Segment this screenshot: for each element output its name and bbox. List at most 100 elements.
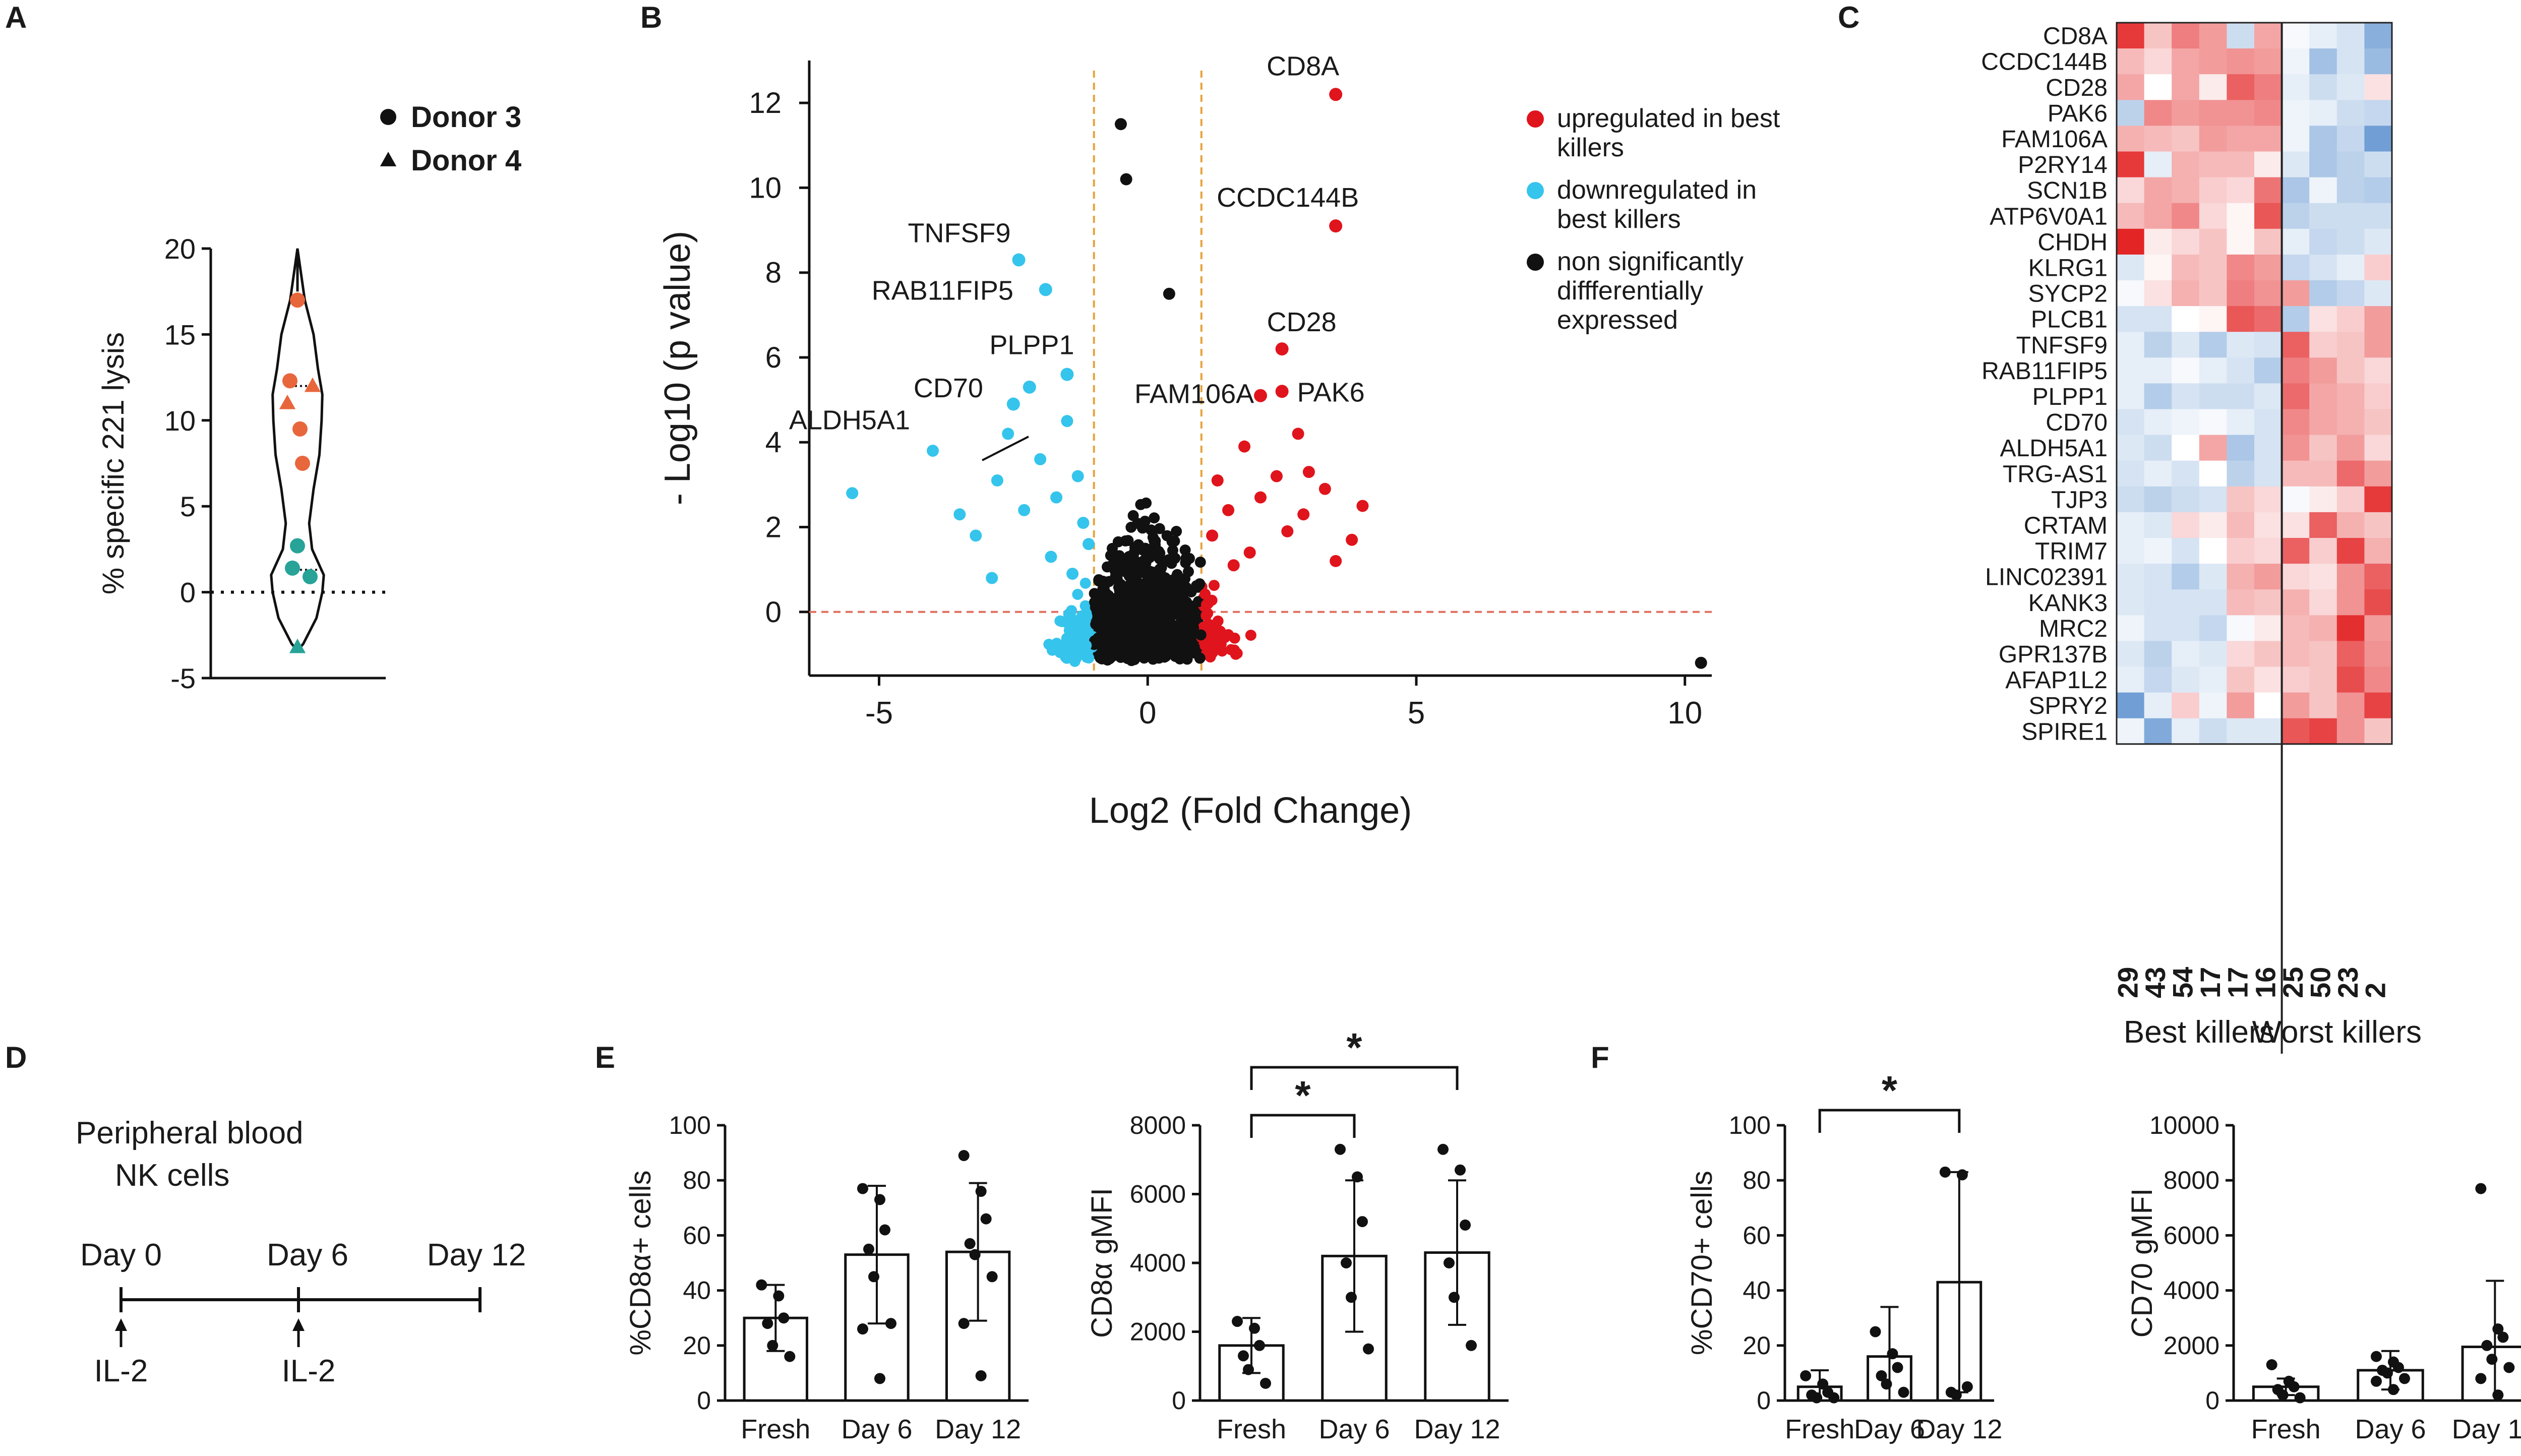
heatmap-cell — [2199, 538, 2227, 564]
heatmap-cell — [2144, 589, 2172, 616]
volcano-point — [1203, 634, 1215, 646]
gene-label: CD28 — [1267, 307, 1337, 337]
heatmap-cell — [2282, 564, 2310, 590]
volcano-point — [1179, 544, 1191, 556]
heatmap-row-label: CD8A — [2043, 23, 2108, 50]
heatmap-cell — [2364, 74, 2392, 100]
heatmap-cell — [2254, 100, 2283, 126]
heatmap-cell — [2144, 564, 2172, 590]
volcano-point — [1243, 547, 1256, 559]
heatmap-row-label: ATP6V0A1 — [1990, 203, 2108, 230]
data-point — [1249, 1322, 1260, 1334]
data-point — [1811, 1392, 1823, 1404]
heatmap-cell — [2172, 435, 2200, 461]
y-tick-label: 100 — [1729, 1111, 1771, 1139]
heatmap-cell — [2172, 280, 2200, 307]
y-tick-label: 20 — [164, 233, 196, 265]
x-tick-label: Fresh — [2251, 1414, 2321, 1444]
heatmap-cell — [2254, 486, 2283, 513]
y-tick-label: 6 — [765, 341, 782, 374]
panel-a-violin-chart: -5 0 5 10 15 20 % specific 221 lysis Donor 3 Don… — [96, 101, 521, 694]
y-tick-label: 2000 — [2164, 1331, 2219, 1360]
heatmap-cell — [2309, 383, 2337, 410]
heatmap-cell — [2117, 641, 2145, 668]
heatmap-cell — [2227, 254, 2255, 281]
data-point — [986, 1271, 998, 1283]
volcano-point — [986, 572, 998, 584]
data-point — [2503, 1362, 2515, 1373]
heatmap-cell — [2282, 357, 2310, 384]
timeline-day-12: Day 12 — [427, 1238, 526, 1272]
heatmap-cell — [2364, 254, 2392, 281]
heatmap-cell — [2254, 48, 2283, 75]
significance-star: * — [1882, 1068, 1898, 1113]
volcano-point — [1202, 608, 1214, 619]
volcano-point — [1128, 581, 1140, 592]
heatmap-cell — [2364, 409, 2392, 436]
gene-label: PLPP1 — [989, 330, 1074, 360]
heatmap-cell — [2199, 74, 2227, 100]
heatmap-cell — [2117, 203, 2145, 229]
timeline-treatment-day0: IL-2 — [94, 1354, 148, 1388]
heatmap-cell — [2117, 666, 2145, 693]
data-point — [1828, 1392, 1840, 1404]
volcano-point — [1105, 550, 1116, 561]
heatmap-cell — [2336, 74, 2365, 100]
heatmap-row-label: P2RY14 — [2018, 152, 2108, 178]
volcano-point — [1245, 629, 1256, 641]
heatmap-cell — [2117, 383, 2145, 410]
x-tick-label: Day 6 — [2355, 1414, 2426, 1444]
data-point — [1260, 1377, 1271, 1389]
volcano-point — [1183, 553, 1195, 564]
heatmap-cell — [2254, 641, 2283, 668]
timeline-treatment-day6: IL-2 — [282, 1354, 336, 1388]
volcano-point — [1095, 603, 1107, 615]
heatmap-cell — [2336, 538, 2365, 564]
heatmap-cell — [2364, 589, 2392, 616]
data-point — [2388, 1384, 2399, 1396]
heatmap-cell — [2309, 409, 2337, 436]
x-tick-label: -5 — [865, 696, 893, 731]
volcano-point — [1103, 576, 1115, 587]
volcano-point — [991, 474, 1003, 487]
panel-e-cd8-percent-chart: 0 20 40 60 80 100 %CD8α+ cells Fresh Day 6 Day 12 — [624, 1111, 1029, 1444]
heatmap-cell — [2254, 538, 2283, 564]
volcano-point — [1126, 607, 1137, 619]
volcano-point — [1192, 581, 1204, 593]
heatmap-cell — [2336, 306, 2365, 332]
y-tick-label: 0 — [697, 1386, 711, 1415]
volcano-point — [1127, 510, 1139, 521]
data-point — [975, 1370, 987, 1381]
heatmap-cell — [2254, 383, 2283, 410]
heatmap-cell — [2172, 718, 2200, 745]
volcano-point — [1120, 173, 1132, 186]
data-point — [1956, 1169, 1968, 1181]
heatmap-cell — [2309, 48, 2337, 75]
significance-bracket — [1250, 1114, 1356, 1138]
data-point — [975, 1186, 987, 1197]
volcano-point — [1167, 574, 1179, 586]
volcano-point — [1167, 544, 1178, 556]
heatmap-cell — [2309, 564, 2337, 590]
y-axis-label: - Log10 (p value) — [657, 231, 698, 505]
y-tick-label: 60 — [683, 1221, 711, 1249]
heatmap-cell — [2336, 357, 2365, 384]
heatmap-cell — [2227, 486, 2255, 513]
volcano-point — [1695, 656, 1707, 669]
heatmap-column-label: 25 — [2277, 967, 2309, 998]
violin-point — [289, 638, 306, 653]
volcano-point — [1215, 638, 1227, 650]
volcano-point — [1163, 287, 1175, 300]
legend-label: downregulated in best killers — [1557, 175, 1757, 234]
violin-outline — [270, 248, 325, 653]
heatmap-cell — [2309, 151, 2337, 178]
volcano-point — [1079, 577, 1091, 589]
heatmap-cell — [2117, 512, 2145, 538]
volcano-point — [1045, 551, 1057, 563]
gene-label: ALDH5A1 — [789, 405, 910, 436]
heatmap-cell — [2282, 100, 2310, 126]
heatmap-cell — [2199, 460, 2227, 487]
heatmap-cell — [2227, 383, 2255, 410]
heatmap-border — [2116, 22, 2393, 745]
